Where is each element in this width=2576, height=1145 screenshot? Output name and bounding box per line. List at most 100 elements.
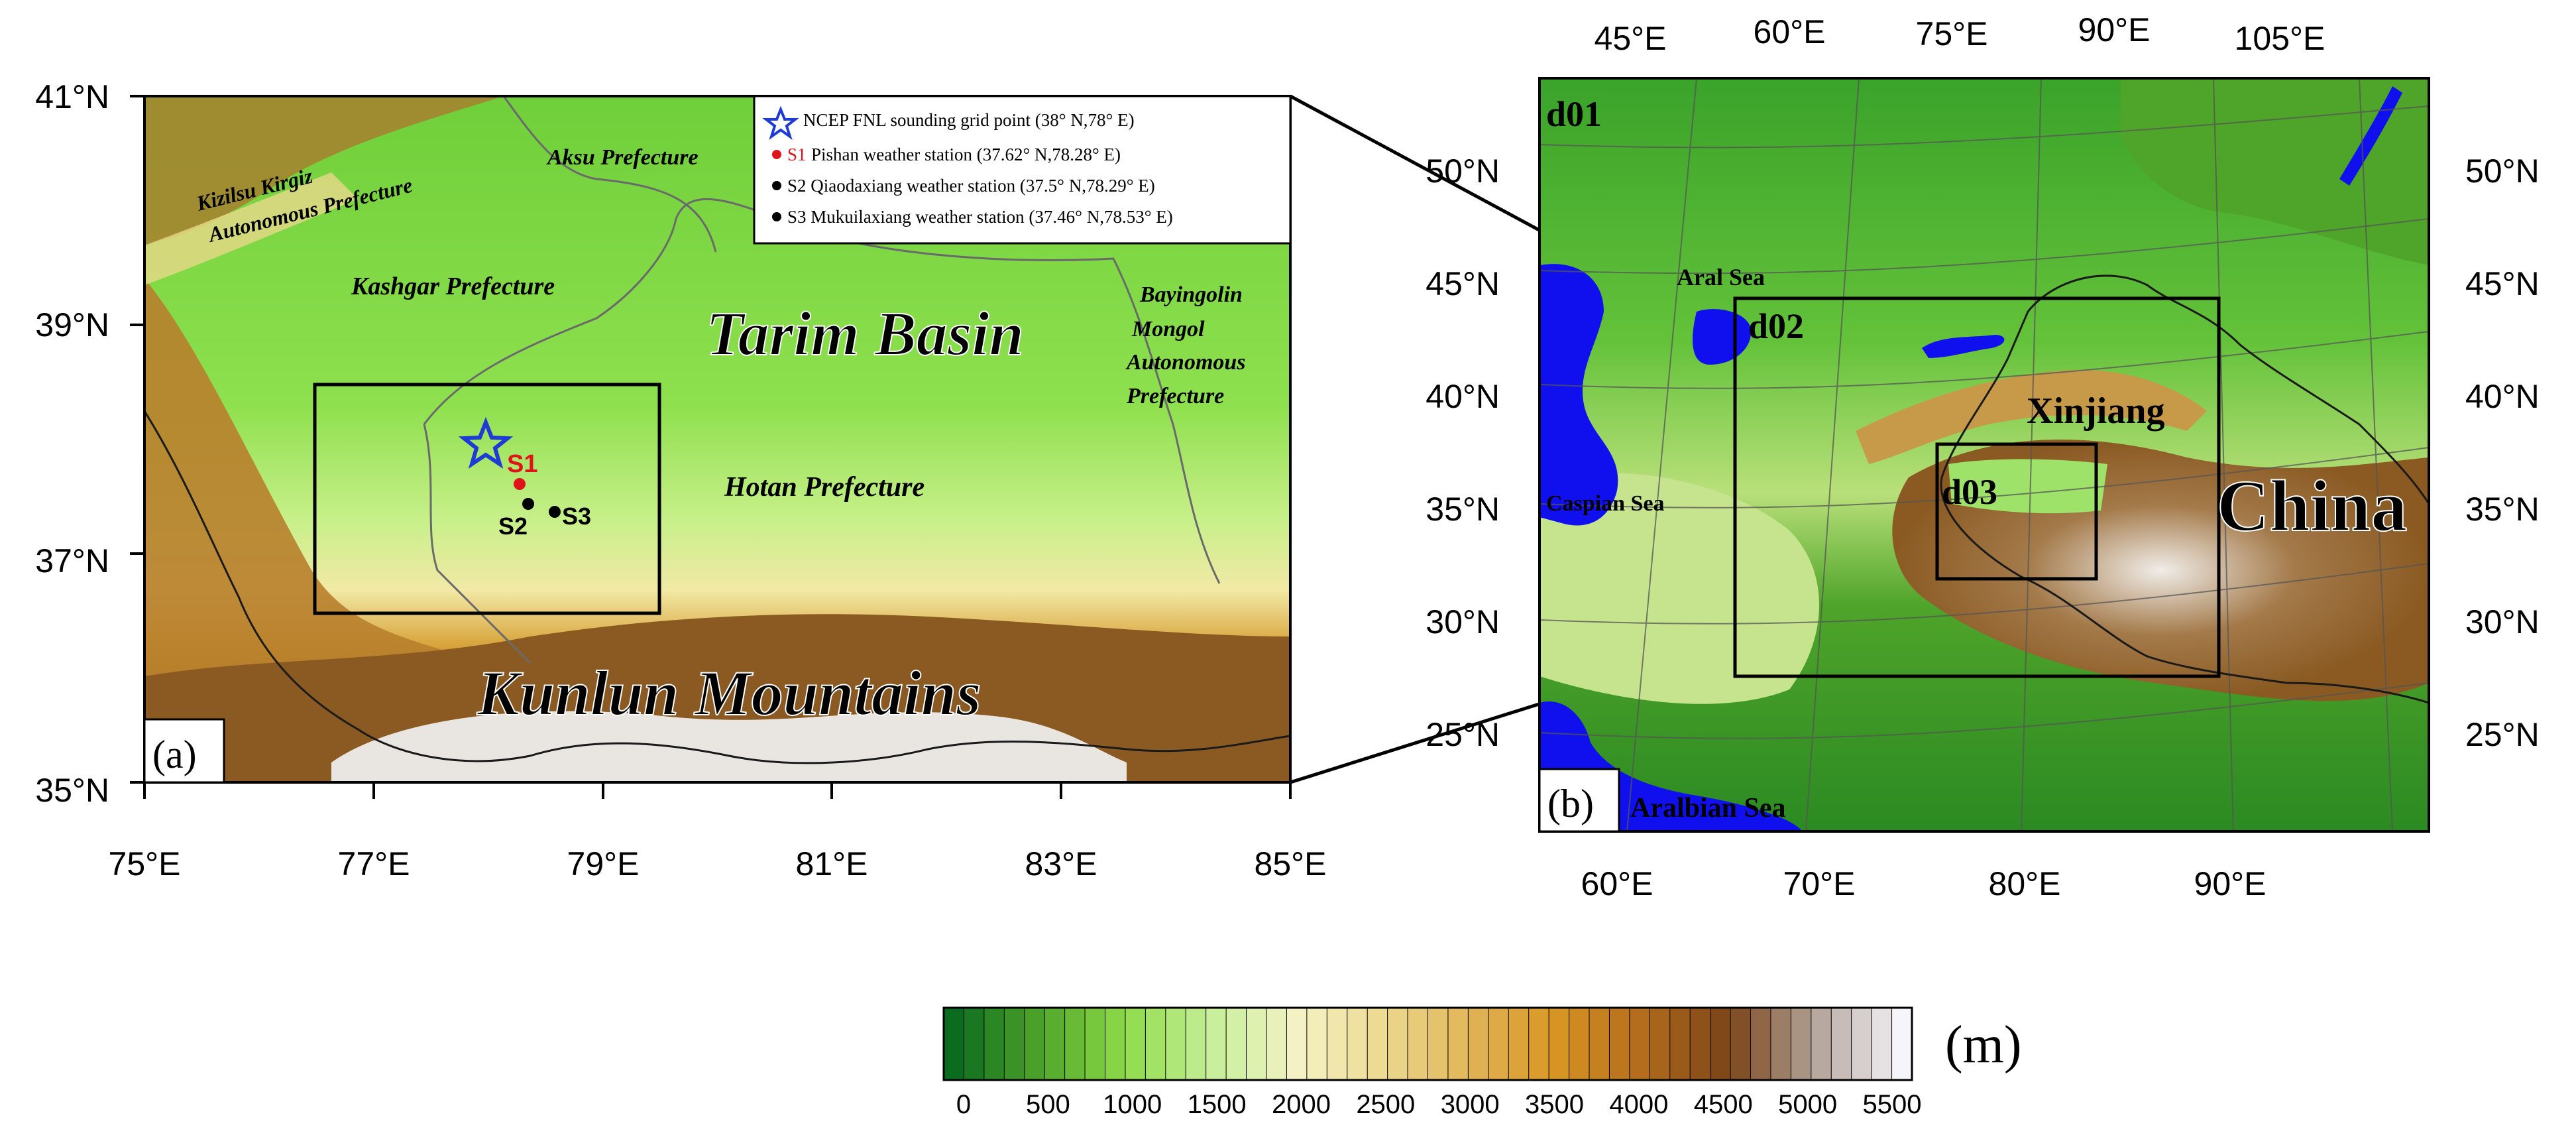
panel-a: Kizilsu Kirgiz Autonomous Prefecture Aks… (35, 78, 1326, 882)
legend-s2-text: S2 Qiaodaxiang weather station (37.5° N,… (787, 176, 1155, 196)
colorbar-tick-label: 4500 (1694, 1090, 1753, 1119)
panel-b: d01 d02 d03 Aral Sea Caspian Sea Aralbia… (1426, 11, 2539, 902)
colorbar-tick-labels: 0 500 1000 1500 2000 2500 3000 3500 4000 4500 5000… (956, 1090, 1922, 1119)
lat-tick: 40°N (1426, 378, 1500, 415)
lat-tick: 39°N (35, 306, 109, 343)
colorbar-tick-label: 1500 (1188, 1090, 1247, 1119)
legend-star-icon (762, 105, 799, 141)
colorbar-tick-label: 4000 (1609, 1090, 1668, 1119)
colorbar-tick-label: 1000 (1103, 1090, 1162, 1119)
label-china: China (2217, 465, 2407, 546)
lon-tick: 80°E (1989, 865, 2061, 902)
lon-tick: 85°E (1255, 845, 1327, 882)
study-area-box (313, 383, 661, 615)
colorbar-swatch (1003, 1007, 1025, 1081)
panel-a-lat-ticks: 41°N 39°N 37°N 35°N (35, 78, 109, 809)
lon-tick: 81°E (796, 845, 868, 882)
colorbar-swatch (1125, 1007, 1147, 1081)
caspian-sea (1540, 264, 1618, 526)
colorbar-frame (942, 1006, 1913, 1081)
panel-b-label: (b) (1547, 782, 1594, 825)
colorbar-swatch (1508, 1007, 1530, 1081)
colorbar-swatch (1326, 1007, 1348, 1081)
colorbar-tick-label: 2500 (1356, 1090, 1415, 1119)
colorbar-swatch (983, 1007, 1005, 1081)
lon-tick: 77°E (338, 845, 410, 882)
colorbar-swatch (1205, 1007, 1227, 1081)
colorbar-swatch (1730, 1007, 1752, 1081)
balkhash-lake (1922, 335, 2005, 358)
lat-tick: 50°N (2465, 152, 2540, 190)
lon-tick: 60°E (1581, 865, 1653, 902)
colorbar-swatch (1830, 1007, 1852, 1081)
lat-tick: 40°N (2465, 378, 2540, 415)
lat-tick: 41°N (35, 78, 109, 115)
colorbar-swatch (1569, 1007, 1590, 1081)
panel-a-label-box (143, 718, 225, 784)
colorbar-swatch (1105, 1007, 1126, 1081)
colorbar-swatch (943, 1007, 965, 1081)
panel-a-frame (143, 95, 1292, 784)
lat-tick: 37°N (35, 542, 109, 579)
colorbar-swatch (1064, 1007, 1086, 1081)
legend-s2-dot (772, 181, 781, 190)
legend-s1-dot (772, 150, 781, 159)
colorbar-tick-label: 500 (1026, 1090, 1070, 1119)
colorbar-swatch (1347, 1007, 1369, 1081)
label-arabian-sea: Aralbian Sea (1630, 793, 1786, 823)
northern-mountains (144, 96, 504, 245)
colorbar-swatch (1871, 1007, 1893, 1081)
colorbar-swatch (1084, 1007, 1106, 1081)
label-hotan: Hotan Prefecture (724, 472, 924, 503)
domain-d01-frame (1538, 77, 2430, 833)
lon-tick: 90°E (2194, 865, 2267, 902)
tianshan-range (1856, 370, 2207, 464)
colorbar-swatch (1407, 1007, 1429, 1081)
legend-s1-tag: S1 (787, 145, 807, 164)
lon-tick: 70°E (1783, 865, 1856, 902)
lat-tick: 45°N (1426, 265, 1500, 302)
aksu-boundary (502, 95, 717, 253)
colorbar-swatch (1750, 1007, 1771, 1081)
colorbar-swatch (1528, 1007, 1550, 1081)
label-bayingolin-line4: Prefecture (1126, 384, 1224, 408)
northern-foothills (144, 172, 358, 285)
colorbar-swatch (1024, 1007, 1046, 1081)
lat-tick: 35°N (2465, 491, 2540, 528)
colorbar-tick-label: 3000 (1441, 1090, 1500, 1119)
panel-b-left-lat-ticks: 50°N 45°N 40°N 35°N 30°N 25°N (1426, 152, 1500, 753)
label-bayingolin-line3: Autonomous (1125, 350, 1246, 375)
lat-tick: 25°N (1426, 716, 1500, 753)
panel-a-lon-ticks: 75°E 77°E 79°E 81°E 83°E 85°E (109, 845, 1327, 882)
colorbar-swatch (1447, 1007, 1469, 1081)
lon-tick: 75°E (109, 845, 181, 882)
colorbar-swatch (1891, 1007, 1913, 1081)
label-tarim-basin: Tarim Basin (706, 300, 1024, 369)
colorbar-swatches (943, 1007, 1913, 1081)
colorbar-swatch (963, 1007, 985, 1081)
colorbar-swatch (1246, 1007, 1267, 1081)
colorbar-swatch (1548, 1007, 1570, 1081)
station-s1-label: S1 (507, 450, 537, 478)
colorbar-swatch (1790, 1007, 1812, 1081)
station-s3-label: S3 (562, 503, 591, 530)
colorbar-swatch (1387, 1007, 1409, 1081)
station-s1-marker (514, 478, 526, 490)
panel-b-bottom-lon-ticks: 60°E 70°E 80°E 90°E (1581, 865, 2267, 902)
lat-tick: 45°N (2465, 265, 2540, 302)
colorbar-swatch (1306, 1007, 1328, 1081)
country-boundary (143, 410, 1291, 764)
colorbar-swatch (1044, 1007, 1066, 1081)
station-s2-marker (522, 498, 534, 510)
colorbar-swatch (1467, 1007, 1489, 1081)
colorbar-swatch (1629, 1007, 1651, 1081)
colorbar: 0 500 1000 1500 2000 2500 3000 3500 4000 4500 5000… (942, 1006, 2022, 1119)
colorbar-tick-label: 5000 (1778, 1090, 1837, 1119)
colorbar-swatch (1811, 1007, 1832, 1081)
legend-s3-text: S3 Mukuilaxiang weather station (37.46° … (787, 207, 1173, 227)
panel-b-top-lon-ticks: 45°E 60°E 75°E 90°E 105°E (1595, 11, 2325, 57)
colorbar-swatch (1225, 1007, 1247, 1081)
colorbar-tick-label: 3500 (1525, 1090, 1584, 1119)
colorbar-swatch (1428, 1007, 1449, 1081)
